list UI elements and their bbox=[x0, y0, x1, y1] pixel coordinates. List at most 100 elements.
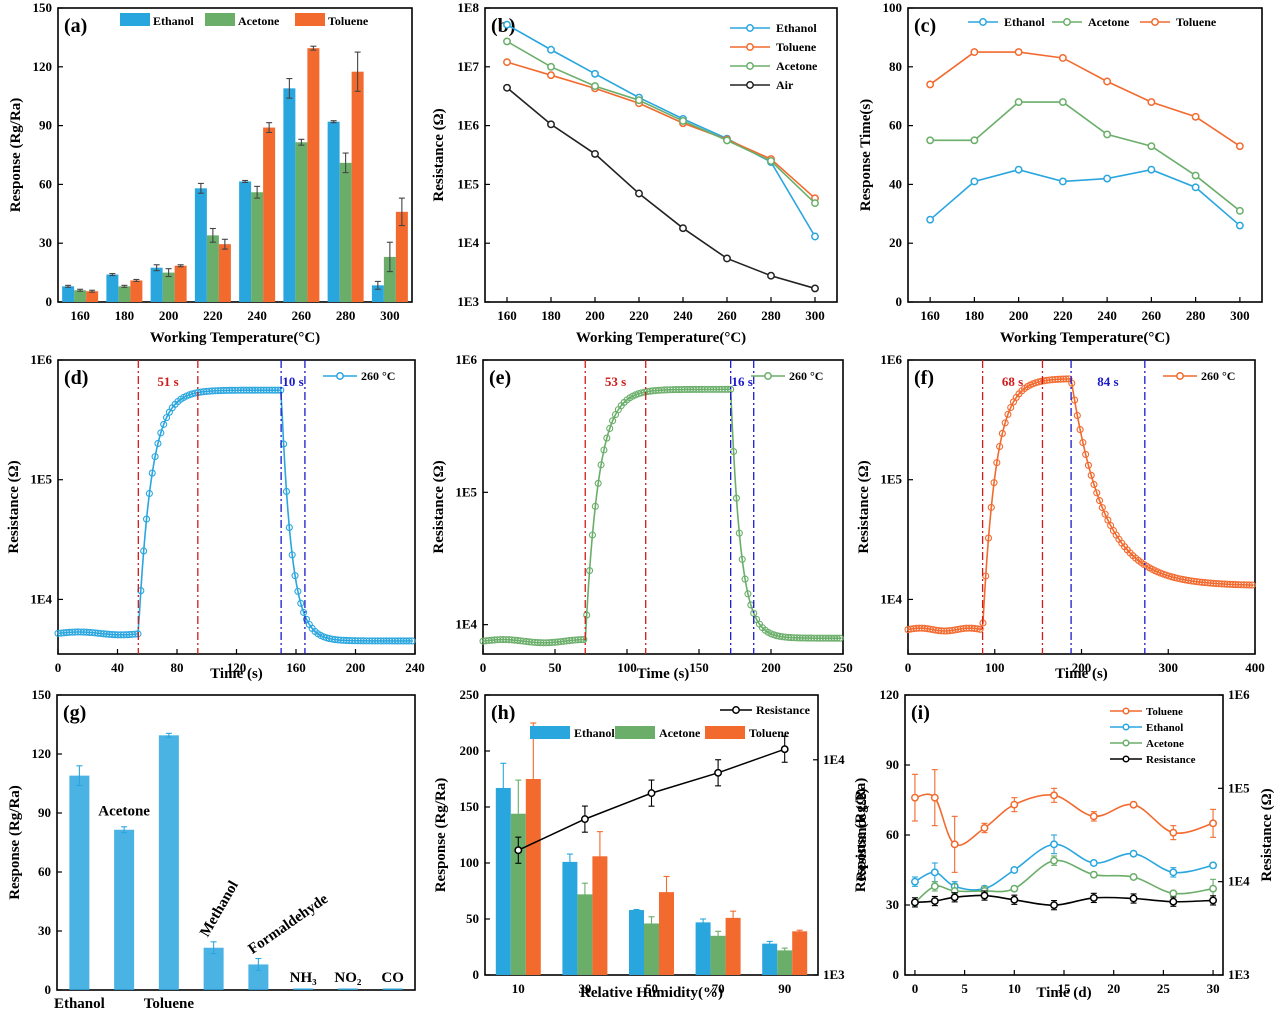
data-point bbox=[142, 515, 151, 523]
legend-label: Toluene bbox=[328, 14, 369, 28]
legend-label: Acetone bbox=[238, 14, 280, 28]
data-point bbox=[970, 48, 979, 57]
data-point bbox=[910, 793, 919, 802]
legend-label: Acetone bbox=[659, 726, 701, 740]
data-point bbox=[586, 567, 594, 575]
y-tick-label: 20 bbox=[889, 235, 902, 250]
y-tick-label: 150 bbox=[33, 0, 53, 15]
y-tick-label: 120 bbox=[32, 746, 52, 761]
bar bbox=[239, 181, 252, 302]
data-point bbox=[647, 789, 656, 798]
bar bbox=[248, 964, 269, 990]
data-point bbox=[1050, 840, 1059, 849]
bar bbox=[150, 267, 163, 302]
y-tick-label: 0 bbox=[46, 294, 53, 309]
data-point bbox=[1209, 819, 1218, 828]
x-tick-label: 200 bbox=[1072, 660, 1092, 675]
series-line bbox=[914, 843, 1214, 891]
data-point bbox=[970, 136, 979, 145]
x-tick-label: 220 bbox=[203, 308, 223, 323]
y-tick-label-right: 1E3 bbox=[823, 967, 845, 982]
y-tick-label: 120 bbox=[880, 687, 900, 702]
y-tick-label: 250 bbox=[460, 687, 480, 702]
y-tick-label: 150 bbox=[460, 799, 480, 814]
data-point bbox=[1191, 112, 1200, 121]
y-tick-label: 1E5 bbox=[457, 176, 479, 191]
plot-frame bbox=[57, 7, 413, 303]
legend-label: Toluene bbox=[776, 40, 817, 54]
panel-label: (h) bbox=[491, 702, 515, 724]
data-point bbox=[1169, 868, 1178, 877]
data-point bbox=[746, 43, 754, 51]
data-point bbox=[982, 572, 990, 580]
data-point bbox=[1129, 849, 1138, 858]
x-tick-label: 300 bbox=[805, 308, 825, 323]
x-tick-label: 240 bbox=[247, 308, 267, 323]
bar bbox=[629, 910, 644, 975]
bar bbox=[382, 988, 403, 990]
bar-label: CO bbox=[381, 970, 404, 986]
x-tick-label: 30 bbox=[1207, 981, 1220, 996]
data-point bbox=[811, 284, 819, 293]
data-point bbox=[594, 479, 602, 487]
panel-label: (e) bbox=[489, 367, 511, 389]
data-point bbox=[1104, 516, 1112, 524]
bar bbox=[194, 188, 207, 302]
panel-label: (f) bbox=[914, 367, 934, 389]
data-point bbox=[950, 893, 959, 902]
x-tick-label: 25 bbox=[1157, 981, 1171, 996]
data-point bbox=[591, 502, 599, 510]
x-tick-label: 180 bbox=[115, 308, 135, 323]
x-tick-label: 30 bbox=[578, 981, 591, 996]
data-point bbox=[503, 20, 511, 29]
data-point bbox=[609, 417, 617, 425]
y-tick-label: 1E6 bbox=[457, 118, 479, 133]
data-point bbox=[591, 82, 599, 91]
data-point bbox=[735, 529, 743, 537]
series-line bbox=[506, 40, 816, 204]
bar bbox=[725, 917, 741, 975]
bar bbox=[86, 291, 99, 302]
data-point bbox=[926, 80, 935, 89]
plot-frame bbox=[907, 7, 1263, 303]
legend-label: Acetone bbox=[776, 59, 818, 73]
bar bbox=[295, 142, 308, 302]
legend-label: Toluene bbox=[1176, 15, 1217, 29]
data-point bbox=[1089, 812, 1098, 821]
data-point bbox=[1103, 174, 1112, 183]
x-tick-label: 280 bbox=[336, 308, 356, 323]
x-tick-label: 160 bbox=[497, 308, 517, 323]
bar bbox=[158, 735, 179, 990]
x-tick-label: 240 bbox=[673, 308, 693, 323]
legend-swatch bbox=[530, 726, 570, 739]
recovery-time-label: 84 s bbox=[1097, 374, 1118, 389]
data-point bbox=[1063, 18, 1071, 26]
data-point bbox=[1095, 497, 1104, 505]
data-point bbox=[811, 232, 819, 241]
x-tick-label: 160 bbox=[70, 308, 90, 323]
data-point bbox=[980, 891, 989, 900]
y-tick-label: 60 bbox=[39, 176, 52, 191]
y-axis-label: Response (Rg/Ra) bbox=[433, 778, 449, 893]
legend-label: Ethanol bbox=[1004, 15, 1045, 29]
y-axis-label-right: Resistance (Ω) bbox=[854, 788, 870, 881]
data-point bbox=[1191, 171, 1200, 180]
x-tick-label: 300 bbox=[1230, 308, 1250, 323]
x-tick-label: 260 bbox=[717, 308, 737, 323]
data-point bbox=[993, 459, 1001, 467]
data-point bbox=[291, 572, 299, 580]
data-point bbox=[990, 479, 998, 487]
data-point bbox=[1122, 707, 1130, 715]
panel-label: (g) bbox=[63, 702, 86, 724]
data-point bbox=[580, 815, 589, 824]
x-tick-label: 20 bbox=[1107, 981, 1120, 996]
data-point bbox=[833, 634, 841, 642]
x-tick-label: 300 bbox=[380, 308, 400, 323]
data-point bbox=[405, 637, 413, 645]
panel-i: (i) 0 30 60 90 120 1E3 1E4 1E5 1E6 0 5 10 15 20 25 30 Tol… bbox=[853, 687, 1275, 1001]
x-axis-label: Relative Humidity(%) bbox=[580, 985, 723, 1001]
data-point bbox=[302, 615, 311, 623]
data-point bbox=[151, 453, 159, 461]
x-tick-label: 50 bbox=[549, 660, 562, 675]
